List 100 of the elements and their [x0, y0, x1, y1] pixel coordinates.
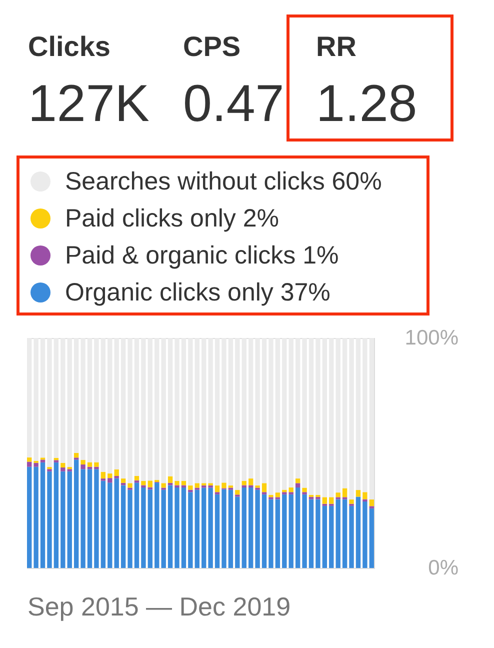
- bar: [161, 483, 166, 488]
- bar: [141, 488, 146, 568]
- bar: [74, 338, 79, 453]
- bar: [255, 338, 260, 486]
- bar: [369, 508, 374, 568]
- bar: [40, 338, 46, 458]
- bar: [242, 488, 246, 568]
- bar: [188, 492, 193, 568]
- bar: [208, 485, 213, 488]
- bar: [60, 471, 66, 568]
- bar: [248, 338, 254, 479]
- bar: [214, 485, 220, 492]
- bar: [114, 469, 119, 476]
- bar: [235, 496, 240, 568]
- bar: [202, 488, 206, 568]
- bar: [174, 338, 180, 481]
- bar: [214, 494, 220, 568]
- bar: [308, 338, 314, 495]
- bar: [214, 338, 220, 486]
- bar: [194, 338, 200, 484]
- bar: [228, 490, 234, 568]
- bar: [222, 489, 226, 568]
- bar: [134, 476, 140, 480]
- bar: [302, 488, 307, 492]
- bar: [60, 338, 66, 463]
- bar: [154, 482, 160, 568]
- bar: [27, 338, 32, 458]
- bar: [349, 338, 354, 500]
- bar: [60, 462, 66, 468]
- bar: [302, 338, 307, 488]
- bar: [74, 460, 79, 568]
- bar: [128, 483, 132, 488]
- bar: [262, 483, 267, 492]
- bar: [134, 482, 140, 568]
- bar: [322, 497, 328, 504]
- text: 1.28: [316, 75, 418, 133]
- bar: [268, 494, 274, 498]
- bar: [295, 338, 300, 479]
- bar: [349, 506, 354, 568]
- bar: [188, 485, 193, 490]
- bar: [174, 488, 180, 568]
- bar: [282, 494, 287, 568]
- bar: [94, 338, 99, 462]
- bar: [47, 338, 52, 468]
- y-tick-label: 100%: [404, 326, 458, 350]
- bar: [188, 490, 193, 492]
- bar: [336, 492, 340, 498]
- bar: [100, 472, 106, 479]
- bar: [349, 499, 354, 504]
- bar: [87, 338, 92, 462]
- bar: [362, 502, 368, 568]
- bar: [268, 499, 274, 568]
- bar: [194, 490, 200, 568]
- bar: [194, 483, 200, 488]
- bar: [316, 496, 320, 500]
- bar: [188, 338, 193, 486]
- bar: [329, 506, 334, 568]
- bar: [308, 499, 314, 568]
- bar: [148, 480, 153, 488]
- bar: [54, 462, 59, 568]
- x-axis-title: Sep 2015 — Dec 2019: [28, 592, 291, 622]
- bar: [369, 499, 374, 506]
- bar: [342, 338, 348, 488]
- bar: [80, 338, 86, 460]
- bar: [369, 338, 374, 500]
- bar: [255, 490, 260, 568]
- bar: [40, 460, 46, 462]
- bar: [108, 482, 112, 568]
- bar: [100, 338, 106, 472]
- bar: [248, 488, 254, 568]
- legend-label: Searches without clicks 60%: [65, 168, 382, 196]
- bar: [120, 485, 126, 568]
- bar: [282, 338, 287, 490]
- bar: [208, 338, 213, 484]
- bar: [34, 338, 38, 461]
- bar: [34, 466, 38, 568]
- bar: [94, 466, 99, 470]
- bar: [362, 499, 368, 502]
- bar: [108, 473, 112, 478]
- bar: [248, 478, 254, 486]
- bar: [322, 506, 328, 568]
- bar: [60, 467, 66, 472]
- bar: [87, 469, 92, 568]
- bar: [174, 480, 180, 486]
- bar: [336, 338, 340, 493]
- legend-label: Paid clicks only 2%: [65, 204, 279, 232]
- bar: [120, 338, 126, 479]
- bar: [100, 480, 106, 568]
- bar: [336, 499, 340, 568]
- bar: [181, 488, 186, 568]
- bar: [329, 338, 334, 498]
- bar: [168, 485, 173, 568]
- bar: [288, 494, 294, 568]
- bar: [222, 338, 226, 483]
- bar: [168, 476, 173, 483]
- bar: [275, 492, 280, 498]
- bar: [27, 462, 32, 467]
- bar: [87, 462, 92, 467]
- bar: [54, 338, 59, 458]
- bar: [67, 471, 72, 568]
